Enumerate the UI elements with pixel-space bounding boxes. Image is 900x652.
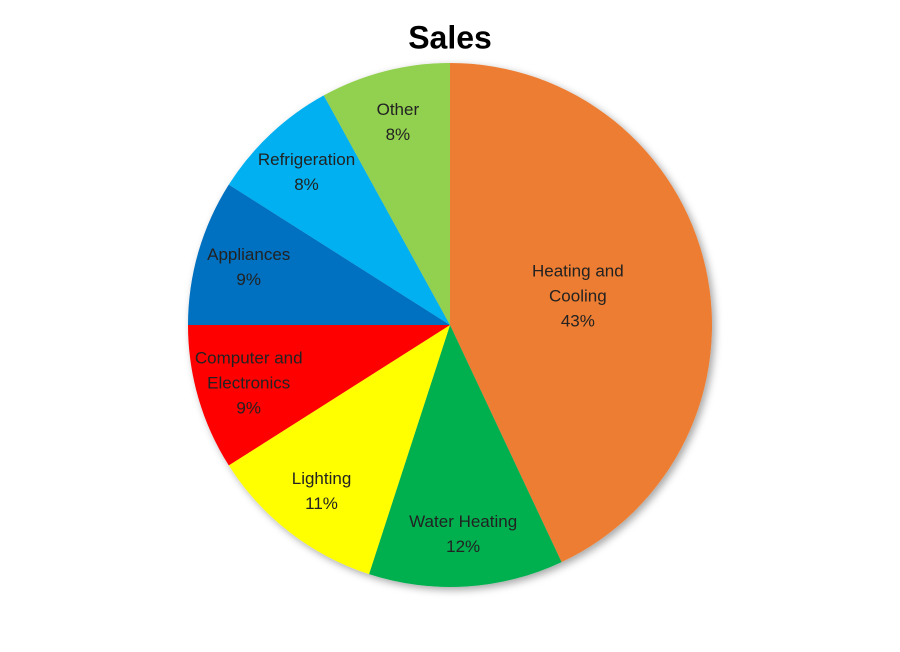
pie-slice xyxy=(188,325,450,466)
category-label: Computer and Electronics xyxy=(194,348,303,393)
pie-slice xyxy=(369,325,562,587)
value-label: 12% xyxy=(446,537,481,557)
pie-slice xyxy=(228,95,450,325)
pie-slice xyxy=(228,325,450,575)
value-label: 11% xyxy=(305,493,338,513)
pie xyxy=(188,63,712,587)
pie-slice xyxy=(188,184,450,325)
value-label: 8% xyxy=(385,124,411,144)
value-label: 8% xyxy=(294,175,319,195)
slice-label: Other 8% xyxy=(332,97,464,147)
slice-label: Lighting 11% xyxy=(256,466,388,516)
category-label: Appliances xyxy=(207,244,291,264)
category-label: Heating and Cooling xyxy=(532,261,624,306)
value-label: 9% xyxy=(236,398,261,418)
value-label: 43% xyxy=(560,311,595,331)
pie-slice xyxy=(323,63,450,325)
chart-title: Sales xyxy=(408,19,492,55)
slice-label: Refrigeration 8% xyxy=(241,147,373,197)
category-label: Water Heating xyxy=(409,512,518,532)
category-label: Lighting xyxy=(291,468,352,488)
pie-slice xyxy=(450,63,712,563)
slice-label: Water Heating 12% xyxy=(397,509,529,559)
slice-label: Computer and Electronics 9% xyxy=(183,346,315,421)
slice-label: Appliances 9% xyxy=(183,242,315,292)
category-label: Refrigeration xyxy=(257,150,356,170)
category-label: Other xyxy=(376,99,420,119)
slice-label: Heating and Cooling 43% xyxy=(512,259,644,334)
value-label: 9% xyxy=(236,269,261,289)
